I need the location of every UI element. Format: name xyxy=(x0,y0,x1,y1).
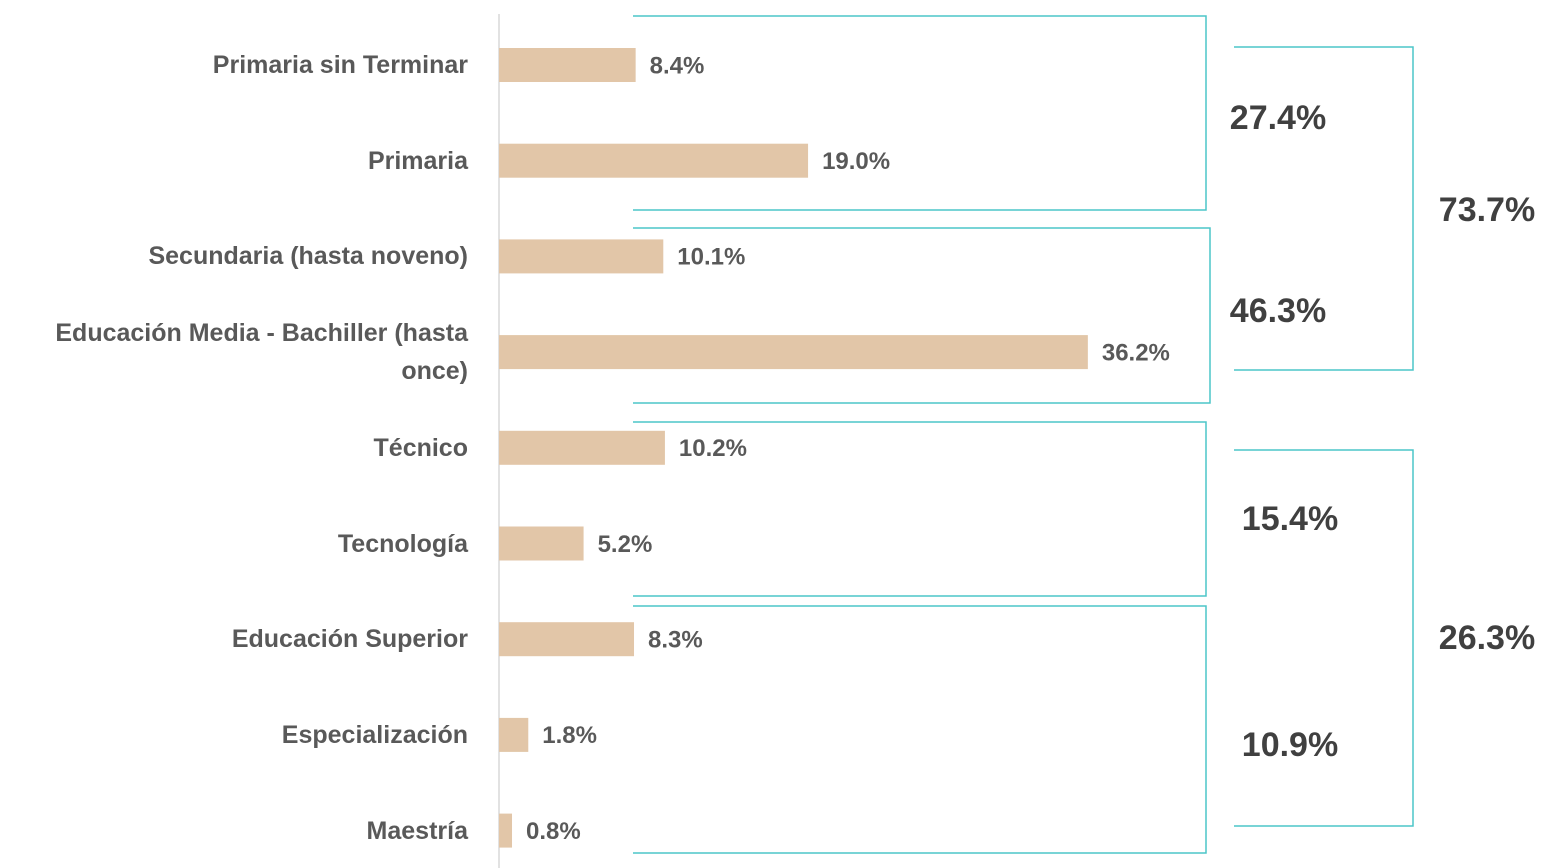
value-label: 0.8% xyxy=(526,818,581,845)
category-label: Educación Superior xyxy=(231,625,468,654)
bar xyxy=(499,622,635,657)
bar xyxy=(499,813,513,848)
bar xyxy=(499,239,664,274)
value-label: 1.8% xyxy=(542,722,597,749)
category-label: Secundaria (hasta noveno) xyxy=(148,242,468,271)
category-label: Primaria sin Terminar xyxy=(212,51,468,79)
bracket xyxy=(633,605,1207,854)
category-label: Educación Media - Bachiller (hasta once) xyxy=(55,319,468,386)
group-total-label: 27.4% xyxy=(1230,99,1326,137)
bracket xyxy=(633,15,1207,211)
value-label: 5.2% xyxy=(598,531,653,558)
bar xyxy=(499,48,636,82)
bracket xyxy=(1234,46,1414,371)
value-label: 10.2% xyxy=(679,435,747,462)
group-total-label: 10.9% xyxy=(1242,726,1338,764)
bar xyxy=(499,143,809,178)
group-total-label: 15.4% xyxy=(1242,500,1338,538)
group-total-label: 46.3% xyxy=(1230,292,1326,330)
bracket xyxy=(633,227,1211,404)
bar xyxy=(499,526,584,561)
bracket xyxy=(1234,449,1414,827)
group-total-label: 26.3% xyxy=(1439,619,1535,657)
value-label: 8.3% xyxy=(648,627,703,654)
category-label: Primaria xyxy=(367,146,468,175)
bar xyxy=(499,717,529,752)
category-label: Tecnología xyxy=(337,529,468,558)
value-label: 36.2% xyxy=(1102,339,1170,366)
value-label: 19.0% xyxy=(822,148,890,175)
category-label: Técnico xyxy=(373,433,468,462)
bracket xyxy=(633,421,1207,597)
value-label: 8.4% xyxy=(650,52,705,79)
value-label: 10.1% xyxy=(677,244,745,271)
category-label: Maestría xyxy=(366,816,468,845)
group-total-label: 73.7% xyxy=(1439,191,1535,229)
bar xyxy=(499,335,1088,370)
category-label: Especialización xyxy=(281,720,468,749)
bar xyxy=(499,430,665,465)
